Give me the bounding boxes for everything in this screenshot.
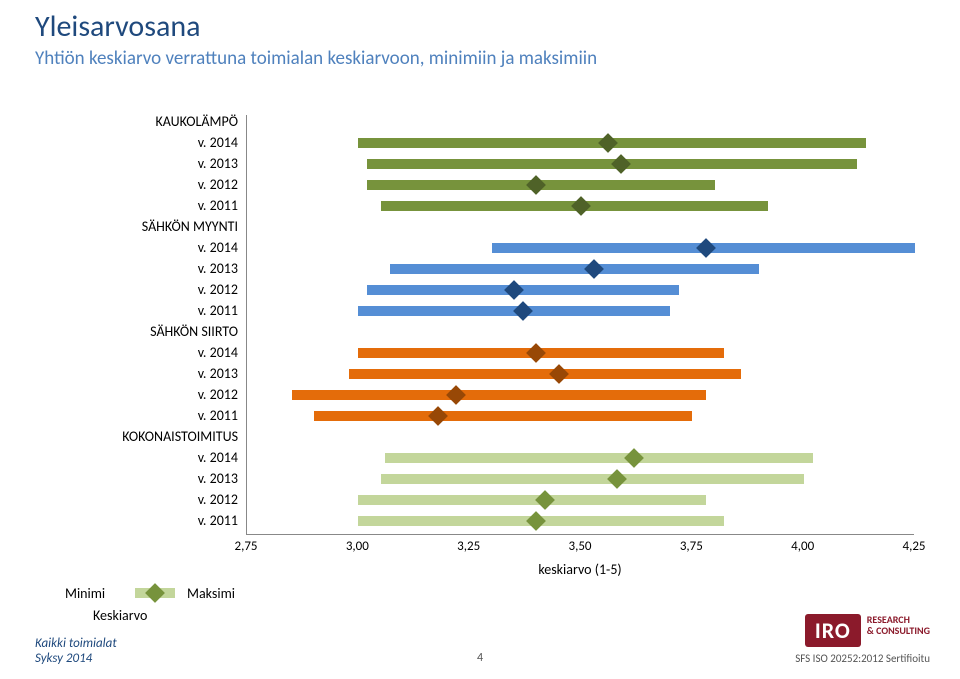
range-bar — [358, 495, 705, 505]
x-tick: 3,00 — [346, 539, 369, 554]
diamond-icon — [607, 469, 627, 489]
range-bar — [349, 369, 741, 379]
diamond-icon — [429, 406, 449, 426]
row-label: v. 2014 — [198, 134, 238, 151]
chart: KAUKOLÄMPÖ v. 2014 v. 2013 v. 2012 v. 2011 SÄ… — [94, 115, 914, 565]
x-tick: 2,75 — [234, 539, 257, 554]
diamond-icon — [598, 133, 618, 153]
diamond-icon — [535, 490, 555, 510]
group-label: SÄHKÖN MYYNTI — [142, 218, 238, 235]
chart-title: Yleisarvosana — [35, 8, 597, 45]
legend-bar-swatch — [135, 588, 175, 598]
row-label: v. 2013 — [198, 470, 238, 487]
diamond-icon — [696, 238, 716, 258]
diamond-icon — [625, 448, 645, 468]
x-tick: 3,25 — [457, 539, 480, 554]
diamond-icon — [584, 259, 604, 279]
footer-left: Kaikki toimialat Syksy 2014 — [35, 636, 117, 667]
diamond-icon — [504, 280, 524, 300]
row-label: v. 2012 — [198, 386, 238, 403]
row-label: v. 2011 — [198, 197, 238, 214]
diamond-icon — [549, 364, 569, 384]
diamond-icon — [571, 196, 591, 216]
legend-avg-label: Keskiarvo — [93, 607, 163, 624]
row-label: v. 2011 — [198, 512, 238, 529]
row-label: v. 2014 — [198, 449, 238, 466]
x-tick: 4,25 — [902, 539, 925, 554]
group-label: KAUKOLÄMPÖ — [156, 113, 238, 130]
range-bar — [292, 390, 706, 400]
range-bar — [381, 474, 804, 484]
footer-cert: SFS ISO 20252:2012 Sertifioitu — [795, 652, 930, 665]
legend: Minimi Maksimi Keskiarvo — [65, 582, 315, 626]
row-label: v. 2013 — [198, 155, 238, 172]
chart-subtitle: Yhtiön keskiarvo verrattuna toimialan ke… — [35, 47, 597, 70]
iro-logo: IRO RESEARCH & CONSULTING — [805, 614, 930, 647]
row-label: v. 2014 — [198, 344, 238, 361]
row-label: v. 2012 — [198, 491, 238, 508]
row-label: v. 2011 — [198, 302, 238, 319]
x-axis-label: keskiarvo (1-5) — [538, 561, 621, 578]
range-bar — [314, 411, 693, 421]
group-label: SÄHKÖN SIIRTO — [150, 323, 238, 340]
legend-max-label: Maksimi — [187, 585, 257, 602]
footer-line1: Kaikki toimialat — [35, 636, 117, 652]
logo-sub2: & CONSULTING — [867, 625, 930, 636]
diamond-icon — [527, 511, 547, 531]
row-label: v. 2013 — [198, 260, 238, 277]
row-label: v. 2012 — [198, 281, 238, 298]
logo-text: IRO — [805, 614, 861, 647]
range-bar — [385, 453, 813, 463]
row-label: v. 2011 — [198, 407, 238, 424]
diamond-icon — [527, 175, 547, 195]
range-bar — [390, 264, 760, 274]
x-tick: 4,00 — [791, 539, 814, 554]
row-label: v. 2013 — [198, 365, 238, 382]
row-label: v. 2012 — [198, 176, 238, 193]
legend-min-label: Minimi — [65, 585, 135, 602]
x-tick: 3,50 — [568, 539, 591, 554]
x-tick: 3,75 — [680, 539, 703, 554]
footer-line2: Syksy 2014 — [35, 651, 117, 667]
diamond-icon — [145, 583, 165, 603]
diamond-icon — [446, 385, 466, 405]
row-label: v. 2014 — [198, 239, 238, 256]
diamond-icon — [611, 154, 631, 174]
group-label: KOKONAISTOIMITUS — [122, 428, 238, 445]
diamond-icon — [527, 343, 547, 363]
page-number: 4 — [477, 651, 483, 665]
diamond-icon — [513, 301, 533, 321]
